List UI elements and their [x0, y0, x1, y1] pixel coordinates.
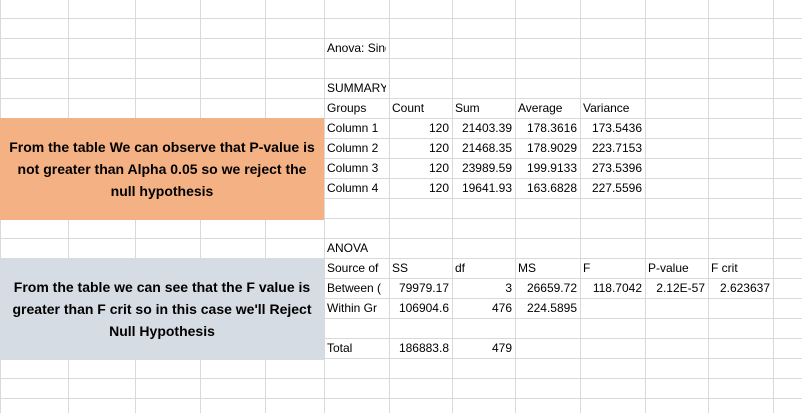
summary-cell[interactable]: 120	[428, 121, 449, 135]
anova-cell[interactable]: 2.12E-57	[656, 281, 705, 295]
f-crit-conclusion-callout: From the table we can see that the F val…	[0, 258, 324, 360]
summary-cell[interactable]: 21468.35	[461, 141, 512, 155]
summary-cell[interactable]: Column 3	[327, 161, 379, 175]
anova-cell[interactable]: 2.623637	[719, 281, 770, 295]
summary-cell[interactable]: 178.9029	[526, 141, 577, 155]
summary-cell[interactable]: 163.6828	[526, 181, 577, 195]
anova-cell[interactable]: 3	[505, 281, 512, 295]
summary-cell[interactable]: Column 1	[327, 121, 379, 135]
anova-total-cell[interactable]: Total	[327, 341, 353, 355]
anova-cell[interactable]: Between (	[327, 281, 382, 295]
anova-total-cell[interactable]: 479	[491, 341, 512, 355]
summary-cell[interactable]: 173.5436	[591, 121, 642, 135]
anova-header-cell[interactable]: Source of	[327, 261, 379, 275]
summary-header-cell[interactable]: Variance	[583, 101, 630, 115]
summary-label-cell[interactable]: SUMMARY	[327, 81, 386, 95]
anova-cell[interactable]: 79979.17	[398, 281, 449, 295]
summary-cell[interactable]: 199.9133	[526, 161, 577, 175]
p-value-conclusion-text: From the table We can observe that P-val…	[9, 139, 315, 199]
summary-cell[interactable]: 120	[428, 161, 449, 175]
summary-header-cell[interactable]: Count	[392, 101, 425, 115]
summary-cell[interactable]: Column 4	[327, 181, 379, 195]
anova-cell[interactable]: 224.5895	[526, 301, 577, 315]
anova-header-cell[interactable]: MS	[518, 261, 536, 275]
anova-header-cell[interactable]: SS	[392, 261, 409, 275]
anova-title-cell[interactable]: Anova: Single Factor	[327, 41, 386, 55]
anova-cell[interactable]: 476	[491, 301, 512, 315]
summary-cell[interactable]: Column 2	[327, 141, 379, 155]
anova-cell[interactable]: Within Gr	[327, 301, 378, 315]
summary-cell[interactable]: 223.7153	[591, 141, 642, 155]
summary-cell[interactable]: 120	[428, 181, 449, 195]
anova-header-cell[interactable]: df	[455, 261, 466, 275]
anova-cell[interactable]: 118.7042	[592, 281, 642, 295]
summary-cell[interactable]: 273.5396	[591, 161, 642, 175]
anova-label-cell[interactable]: ANOVA	[327, 241, 369, 255]
p-value-conclusion-callout: From the table We can observe that P-val…	[0, 118, 324, 220]
summary-cell[interactable]: 120	[428, 141, 449, 155]
summary-header-cell[interactable]: Sum	[455, 101, 480, 115]
summary-header-cell[interactable]: Average	[518, 101, 563, 115]
summary-header-cell[interactable]: Groups	[327, 101, 367, 115]
summary-cell[interactable]: 19641.93	[461, 181, 512, 195]
summary-cell[interactable]: 227.5596	[591, 181, 642, 195]
anova-header-cell[interactable]: F	[583, 261, 591, 275]
anova-cell[interactable]: 106904.6	[398, 301, 449, 315]
anova-total-cell[interactable]: 186883.8	[398, 341, 449, 355]
anova-header-cell[interactable]: P-value	[648, 261, 689, 275]
summary-cell[interactable]: 178.3616	[526, 121, 577, 135]
summary-cell[interactable]: 21403.39	[461, 121, 512, 135]
summary-cell[interactable]: 23989.59	[461, 161, 512, 175]
anova-header-cell[interactable]: F crit	[711, 261, 738, 275]
anova-cell[interactable]: 26659.72	[526, 281, 577, 295]
f-crit-conclusion-text: From the table we can see that the F val…	[12, 279, 312, 339]
